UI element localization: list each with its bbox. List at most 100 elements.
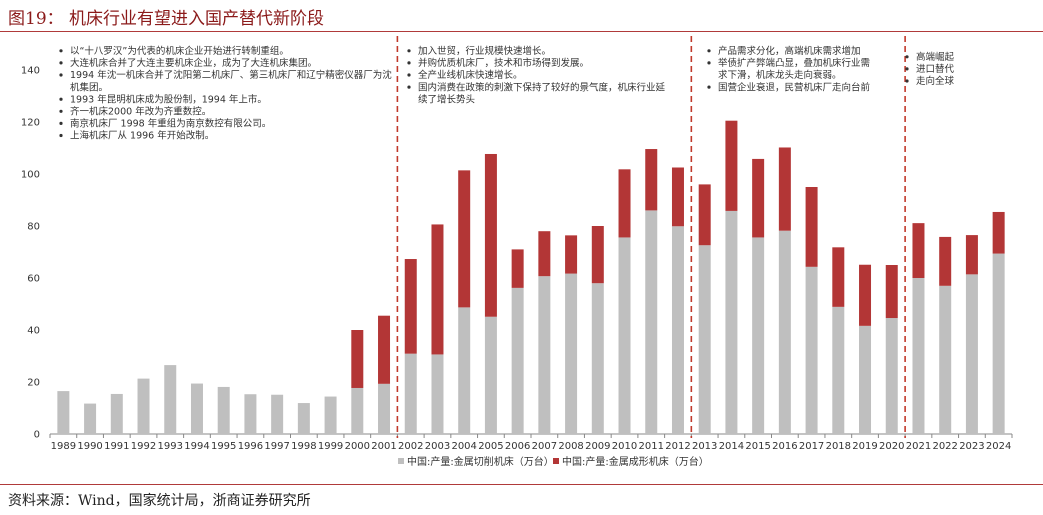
annotation-line: 以“十八罗汉”为代表的机床企业开始进行转制重组。: [70, 45, 289, 57]
bar-forming: [431, 224, 444, 355]
bar-cutting: [618, 237, 631, 434]
chart-title: 图19： 机床行业有望进入国产替代新阶段: [8, 9, 325, 29]
bar-cutting: [404, 353, 417, 434]
x-tick-label: 2015: [745, 441, 770, 452]
x-tick-label: 2011: [639, 441, 664, 452]
bar-cutting: [244, 394, 257, 434]
bar-forming: [618, 169, 631, 238]
bar-cutting: [859, 325, 872, 434]
bar-forming: [752, 158, 765, 238]
bar-cutting: [351, 387, 364, 434]
bar-forming: [538, 231, 551, 277]
bar-cutting: [164, 365, 177, 434]
annotation-bullet: [59, 109, 63, 113]
bar-forming: [378, 315, 391, 384]
annotation-line: 产品需求分化，高端机床需求增加: [718, 45, 861, 57]
annotation-line: 走向全球: [916, 75, 955, 87]
annotation-bullet: [707, 85, 711, 89]
legend-forming-label: 中国:产量:金属成形机床（万台）: [562, 455, 709, 468]
bar-forming: [671, 167, 684, 227]
bar-cutting: [297, 403, 310, 434]
bar-cutting: [591, 283, 604, 434]
x-tick-label: 2006: [505, 441, 530, 452]
annotation-line: 举债扩产弊端凸显，叠加机床行业需: [718, 57, 870, 69]
x-tick-label: 2014: [719, 441, 744, 452]
bar-cutting: [458, 307, 471, 434]
bar-cutting: [885, 318, 898, 434]
bar-forming: [912, 223, 925, 278]
annotation-bullet: [407, 61, 411, 65]
bar-cutting: [912, 278, 925, 434]
annotation-line: 高端崛起: [916, 51, 955, 63]
bar-cutting: [538, 276, 551, 434]
x-tick-label: 2021: [906, 441, 931, 452]
annotation-bullet: [707, 61, 711, 65]
annotation-line: 大连机床合并了大连主要机床企业，成为了大连机床集团。: [70, 57, 317, 69]
x-tick-label: 2020: [879, 441, 904, 452]
x-tick-label: 2023: [959, 441, 984, 452]
bar-cutting: [137, 378, 150, 434]
x-tick-label: 1998: [291, 441, 316, 452]
x-tick-label: 2001: [371, 441, 396, 452]
y-tick-label: 120: [21, 118, 40, 129]
bar-cutting: [698, 245, 711, 434]
annotation-line: 机集团。: [70, 81, 108, 93]
x-tick-label: 2018: [826, 441, 851, 452]
annotation-line: 并购优质机床厂，技术和市场得到发展。: [418, 57, 589, 69]
x-tick-label: 2012: [665, 441, 690, 452]
y-tick-label: 140: [21, 66, 40, 77]
footer-rule: [0, 484, 1043, 485]
annotation-bullet: [59, 73, 63, 77]
annotation-bullet: [707, 49, 711, 53]
bar-forming: [404, 259, 417, 354]
bar-cutting: [217, 386, 230, 434]
bar-forming: [805, 187, 818, 267]
annotation-bullet: [407, 85, 411, 89]
bar-forming: [511, 249, 524, 288]
bar-cutting: [565, 273, 578, 434]
x-tick-label: 2024: [986, 441, 1011, 452]
annotation-bullet: [905, 67, 909, 71]
annotation-line: 南京机床厂 1998 年重组为南京数控有限公司。: [70, 118, 271, 130]
annotation-line: 全产业线机床快速增长。: [418, 69, 523, 81]
bar-forming: [859, 264, 872, 326]
title-bar: 图19： 机床行业有望进入国产替代新阶段: [0, 0, 1043, 30]
bar-forming: [351, 330, 364, 388]
x-tick-label: 2016: [772, 441, 797, 452]
annotation-bullet: [407, 49, 411, 53]
bar-forming: [565, 235, 578, 274]
y-tick-label: 20: [27, 378, 40, 389]
y-tick-label: 100: [21, 170, 40, 181]
x-tick-label: 2017: [799, 441, 824, 452]
bar-forming: [484, 153, 497, 317]
x-tick-label: 2004: [451, 441, 476, 452]
x-tick-label: 2007: [532, 441, 557, 452]
x-tick-label: 1989: [51, 441, 76, 452]
bar-cutting: [752, 237, 765, 434]
source-note: 资料来源：Wind，国家统计局，浙商证券研究所: [8, 493, 311, 509]
annotation-line: 齐一机床2000 年改为齐重数控。: [70, 106, 211, 118]
bar-cutting: [431, 354, 444, 434]
annotation-line: 加入世贸，行业规模快速增长。: [418, 45, 551, 57]
x-tick-label: 2003: [425, 441, 450, 452]
legend-forming-swatch: [553, 458, 559, 464]
x-tick-label: 1999: [318, 441, 343, 452]
annotation-bullet: [59, 97, 63, 101]
bar-cutting: [778, 230, 791, 434]
annotation-bullet: [59, 133, 63, 138]
x-tick-label: 2002: [398, 441, 423, 452]
annotation-bullet: [905, 55, 909, 59]
bar-cutting: [511, 287, 524, 434]
x-tick-label: 2005: [478, 441, 503, 452]
bar-forming: [965, 235, 978, 275]
x-tick-label: 2010: [612, 441, 637, 452]
annotation-bullet: [59, 121, 63, 125]
x-tick-label: 1991: [104, 441, 129, 452]
bar-cutting: [939, 285, 952, 434]
y-tick-label: 40: [27, 326, 40, 337]
y-tick-label: 0: [34, 430, 40, 441]
annotation-line: 国营企业衰退，民营机床厂走向台前: [718, 81, 870, 93]
bar-cutting: [84, 403, 97, 434]
bar-forming: [698, 184, 711, 246]
